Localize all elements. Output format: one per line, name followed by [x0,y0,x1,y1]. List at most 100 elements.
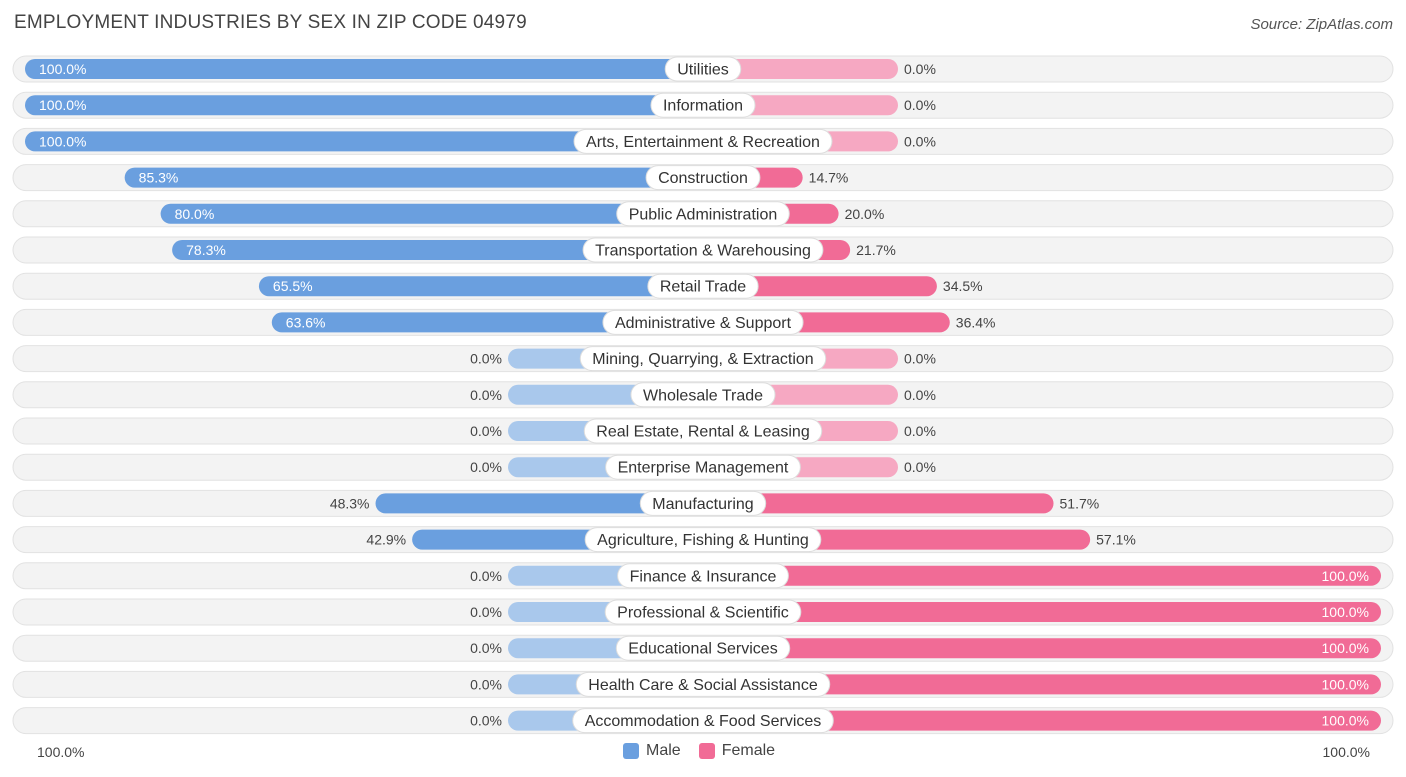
bar-male[interactable] [375,493,703,514]
source-credit: Source: ZipAtlas.com [1250,16,1393,33]
chart-row: Educational Services 0.0% 100.0% [12,634,1394,662]
value-label-female: 0.0% [904,351,936,367]
value-label-male: 0.0% [470,676,502,692]
value-label-male: 0.0% [470,568,502,584]
category-label: Retail Trade [660,279,746,296]
chart-row: Construction 85.3% 14.7% [12,164,1394,192]
chart-row: Information 100.0% 0.0% [12,91,1394,119]
value-label-female: 100.0% [1322,713,1369,729]
category-label-pill [639,490,767,516]
value-label-female: 0.0% [904,97,936,113]
bar-female[interactable] [703,565,1381,586]
category-label-pill [615,635,791,661]
bar-female[interactable] [703,710,1381,731]
chart-row: Real Estate, Rental & Leasing 0.0% 0.0% [12,417,1394,445]
category-label-pill [602,309,804,335]
chart-row: Arts, Entertainment & Recreation 100.0% 0.… [12,127,1394,155]
category-label: Mining, Quarrying, & Extraction [592,351,813,368]
legend-swatch-female [698,743,715,759]
category-label-pill [575,671,831,697]
value-label-male: 100.0% [39,133,86,149]
bar-female[interactable] [703,674,1381,695]
value-label-female: 100.0% [1322,568,1369,584]
value-label-male: 100.0% [39,97,86,113]
chart-row: Administrative & Support 63.6% 36.4% [12,308,1394,336]
value-label-male: 100.0% [39,61,86,77]
category-label-pill [664,56,742,82]
legend-swatch-male [623,743,639,759]
value-label-female: 0.0% [904,133,936,149]
value-label-female: 14.7% [809,170,849,186]
axis-label-left: 100.0% [37,744,85,760]
chart-row: Health Care & Social Assistance 0.0% 100.0… [12,670,1394,698]
value-label-male: 0.0% [470,713,502,729]
bar-male[interactable] [258,276,703,297]
chart-row: Manufacturing 48.3% 51.7% [12,489,1394,517]
category-label-pill [583,418,823,444]
category-label-pill [582,237,824,263]
value-label-male: 0.0% [470,459,502,475]
category-label: Manufacturing [652,496,753,513]
axis-label-right: 100.0% [1322,744,1370,760]
value-label-male: 80.0% [175,206,215,222]
legend-label-female: Female [721,742,776,759]
legend-item-male[interactable]: Male [623,742,681,760]
value-label-female: 36.4% [956,314,996,330]
bar-male[interactable] [172,240,704,260]
chart-row: Accommodation & Food Services 0.0% 100.0% [12,707,1394,735]
category-label: Enterprise Management [618,460,789,477]
category-label: Agriculture, Fishing & Hunting [597,532,809,549]
value-label-female: 57.1% [1096,532,1136,548]
category-label: Accommodation & Food Services [585,713,822,730]
value-label-female: 0.0% [904,423,936,439]
chart-row: Wholesale Trade 0.0% 0.0% [12,381,1394,409]
category-label-pill [579,346,827,372]
value-label-female: 100.0% [1322,604,1369,620]
category-label: Construction [658,170,748,187]
category-label-pill [630,382,776,408]
bar-male[interactable] [124,167,703,188]
bar-female[interactable] [703,602,1381,622]
chart-row: Retail Trade 65.5% 34.5% [12,272,1394,300]
legend-label-male: Male [646,742,681,759]
bar-male[interactable] [271,312,703,333]
category-label: Transportation & Warehousing [595,243,811,260]
value-label-male: 78.3% [186,242,226,258]
legend: Male Female [623,742,787,760]
category-label-pill [584,527,822,553]
category-label-pill [572,708,834,734]
bar-male[interactable] [25,95,703,116]
value-label-female: 34.5% [943,278,983,294]
category-label: Professional & Scientific [617,605,789,622]
value-label-male: 0.0% [470,423,502,439]
chart-row: Enterprise Management 0.0% 0.0% [12,453,1394,481]
value-label-female: 21.7% [856,242,896,258]
chart-row: Utilities 100.0% 0.0% [12,55,1394,83]
value-label-female: 100.0% [1322,676,1369,692]
bar-male[interactable] [25,131,703,152]
bar-male[interactable] [160,203,704,224]
bar-male[interactable] [25,59,703,79]
bar-female[interactable] [703,276,937,297]
value-label-female: 0.0% [904,387,936,403]
category-label-pill [645,165,761,191]
value-label-female: 20.0% [845,206,885,222]
category-label-pill [647,273,759,299]
value-label-male: 42.9% [366,532,406,548]
chart-row: Public Administration 80.0% 20.0% [12,200,1394,228]
chart-row: Finance & Insurance 0.0% 100.0% [12,562,1394,590]
category-label-pill [605,454,801,480]
category-label-pill [650,92,756,118]
bar-female[interactable] [703,493,1054,514]
category-label: Public Administration [629,206,778,223]
category-label-pill [573,128,833,154]
legend-item-female[interactable]: Female [698,742,776,760]
category-label: Arts, Entertainment & Recreation [586,134,820,151]
value-label-female: 0.0% [904,459,936,475]
bar-female[interactable] [703,59,898,79]
value-label-male: 65.5% [273,278,313,294]
category-label: Finance & Insurance [630,568,777,585]
chart-title: EMPLOYMENT INDUSTRIES BY SEX IN ZIP CODE… [14,12,527,33]
value-label-male: 85.3% [139,170,179,186]
bar-female[interactable] [703,638,1381,659]
